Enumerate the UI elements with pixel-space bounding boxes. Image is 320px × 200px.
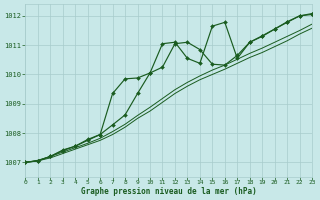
X-axis label: Graphe pression niveau de la mer (hPa): Graphe pression niveau de la mer (hPa) (81, 187, 257, 196)
